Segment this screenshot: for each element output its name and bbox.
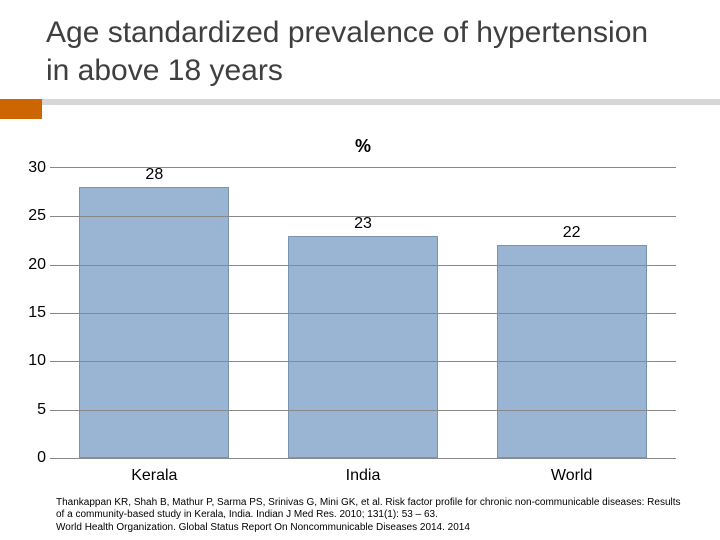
accent-row [0, 99, 720, 111]
gridline [50, 361, 676, 362]
gridline [50, 265, 676, 266]
chart: % 282322 051015202530 KeralaIndiaWorld [50, 136, 676, 476]
slide: Age standardized prevalence of hypertens… [0, 0, 720, 540]
x-tick-label: World [467, 467, 676, 485]
bar: 22 [497, 245, 647, 458]
y-tick-label: 15 [18, 304, 46, 322]
chart-title: % [50, 136, 676, 157]
y-tick-label: 5 [18, 401, 46, 419]
bar-value-label: 22 [498, 224, 646, 242]
bar: 28 [79, 187, 229, 458]
x-tick-label: Kerala [50, 467, 259, 485]
accent-line [42, 99, 720, 105]
bar-value-label: 28 [80, 166, 228, 184]
citation-block: Thankappan KR, Shah B, Mathur P, Sarma P… [56, 497, 690, 535]
accent-block [0, 99, 42, 119]
y-tick-label: 20 [18, 256, 46, 274]
x-axis-labels: KeralaIndiaWorld [50, 467, 676, 485]
gridline [50, 313, 676, 314]
bar: 23 [288, 236, 438, 458]
x-tick-label: India [259, 467, 468, 485]
bar-value-label: 23 [289, 215, 437, 233]
title-block: Age standardized prevalence of hypertens… [0, 0, 720, 97]
gridline [50, 410, 676, 411]
y-tick-label: 10 [18, 352, 46, 370]
gridline [50, 216, 676, 217]
plot-area: 282322 051015202530 [50, 167, 676, 459]
y-tick-label: 25 [18, 207, 46, 225]
y-tick-label: 30 [18, 159, 46, 177]
citation-1: Thankappan KR, Shah B, Mathur P, Sarma P… [56, 497, 690, 522]
y-tick-label: 0 [18, 449, 46, 467]
citation-2: World Health Organization. Global Status… [56, 522, 690, 535]
slide-title: Age standardized prevalence of hypertens… [46, 14, 674, 89]
